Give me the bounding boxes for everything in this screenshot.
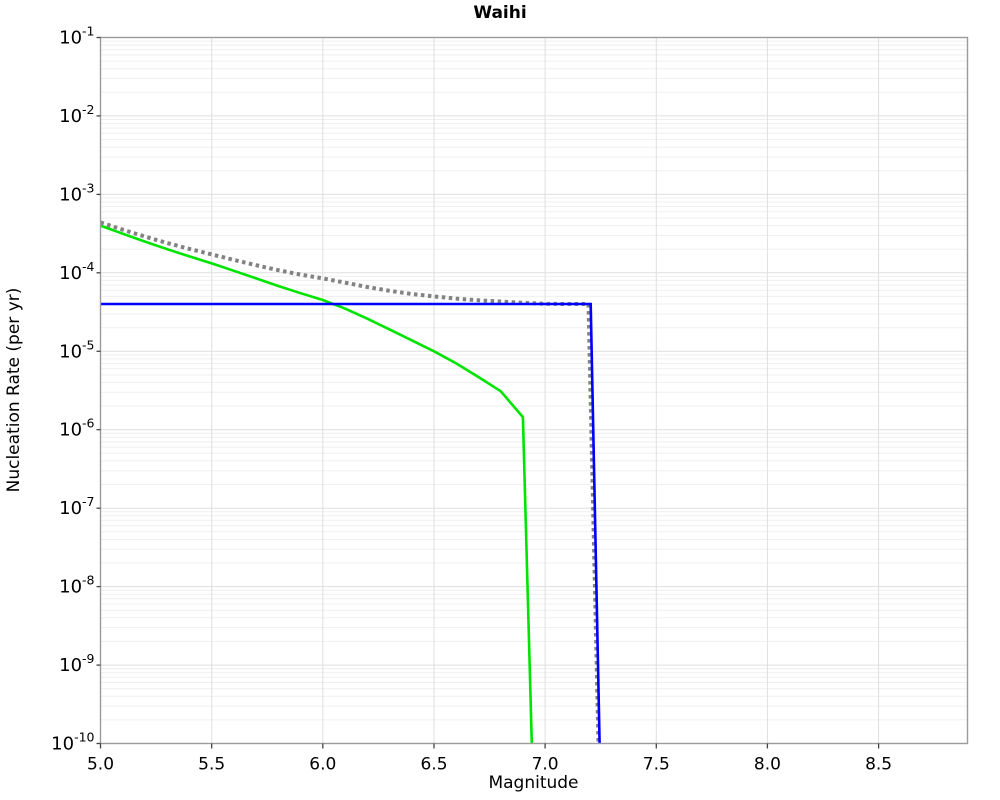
x-tick-label: 6.5 bbox=[420, 755, 447, 775]
y-tick-label: 10-8 bbox=[59, 573, 94, 598]
y-tick-label: 10-6 bbox=[59, 416, 94, 441]
x-tick-label: 6.0 bbox=[309, 755, 336, 775]
axes-border bbox=[99, 36, 969, 745]
series-blue-solid-line bbox=[100, 302, 601, 744]
chart-title: Waihi bbox=[473, 3, 527, 23]
x-tick-label: 5.5 bbox=[198, 755, 225, 775]
x-tick-label: 5.0 bbox=[87, 755, 114, 775]
y-tick-label: 10-10 bbox=[51, 730, 94, 755]
x-tick-label: 8.5 bbox=[865, 755, 892, 775]
y-tick-label: 10-7 bbox=[59, 494, 94, 519]
y-tick-label: 10-4 bbox=[59, 259, 94, 284]
x-tick-label: 7.0 bbox=[532, 755, 559, 775]
y-tick-label: 10-3 bbox=[59, 180, 94, 205]
y-axis-label: Nucleation Rate (per yr) bbox=[4, 287, 24, 493]
y-tick-label: 10-9 bbox=[59, 651, 94, 676]
x-axis-label: Magnitude bbox=[488, 773, 579, 793]
y-tick-label: 10-1 bbox=[59, 24, 94, 49]
series-green-solid-curve bbox=[100, 224, 534, 744]
y-tick-label: 10-2 bbox=[59, 102, 94, 127]
x-tick-label: 8.0 bbox=[754, 755, 781, 775]
y-tick-label: 10-5 bbox=[59, 337, 94, 362]
x-tick-label: 7.5 bbox=[643, 755, 670, 775]
